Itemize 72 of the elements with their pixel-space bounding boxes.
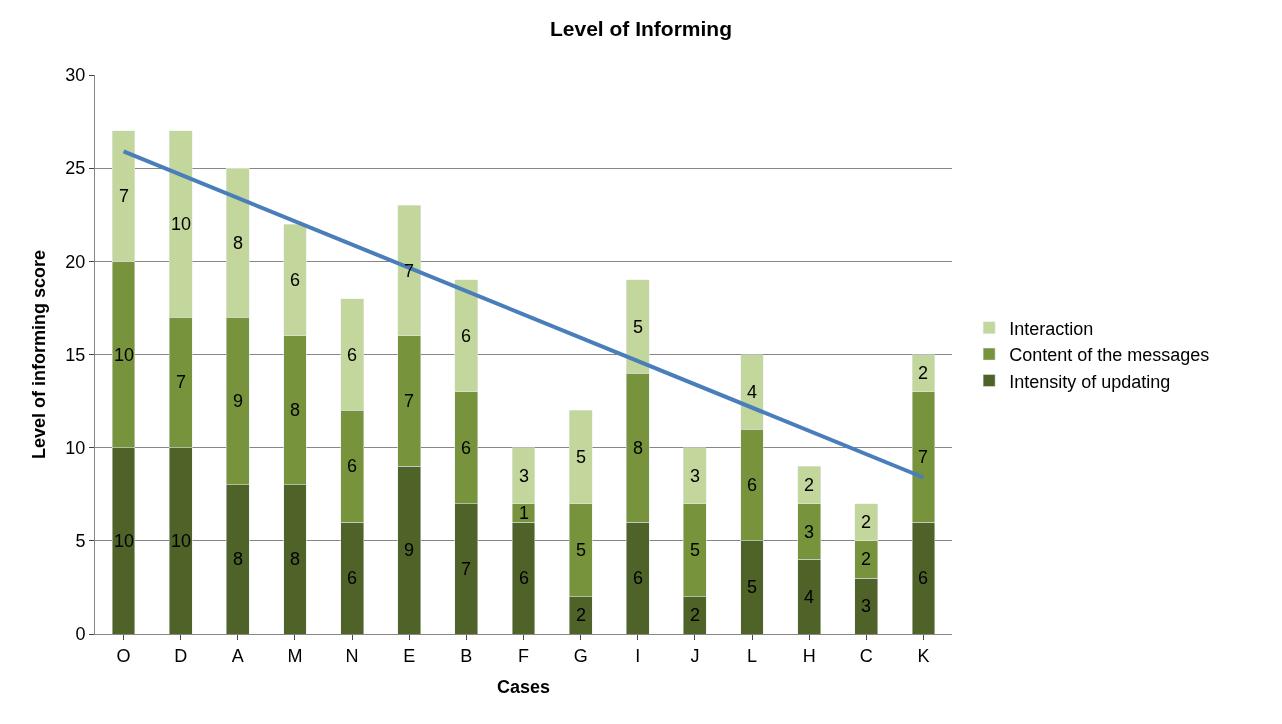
data-label: 9 [233, 391, 244, 411]
data-label: 7 [176, 372, 187, 392]
data-label: 2 [576, 605, 587, 625]
data-label: 5 [576, 540, 587, 560]
legend-label: Interaction [1009, 318, 1094, 339]
x-tick-label: M [287, 645, 303, 666]
data-label: 6 [347, 568, 358, 588]
data-label: 7 [404, 391, 415, 411]
data-label: 3 [804, 522, 815, 542]
data-label: 8 [633, 438, 644, 458]
data-label: 6 [290, 270, 301, 290]
data-label: 3 [861, 596, 872, 616]
y-tick-label: 30 [65, 65, 86, 86]
x-tick-label: H [802, 645, 816, 666]
y-axis-title: Level of informing score [28, 249, 49, 460]
legend-label: Intensity of updating [1009, 371, 1171, 392]
chart-title: Level of Informing [549, 17, 733, 41]
data-label: 6 [347, 345, 358, 365]
data-label: 2 [690, 605, 701, 625]
data-label: 5 [633, 317, 644, 337]
data-label: 10 [114, 345, 135, 365]
x-axis-title: Cases [496, 676, 551, 697]
data-label: 3 [690, 466, 701, 486]
data-label: 6 [918, 568, 929, 588]
data-label: 6 [461, 438, 472, 458]
x-tick-label: F [518, 645, 529, 666]
data-label: 8 [290, 400, 301, 420]
x-tick-label: D [174, 645, 188, 666]
x-tick-label: A [231, 645, 244, 666]
x-tick-label: O [116, 645, 131, 666]
data-label: 10 [171, 531, 192, 551]
data-label: 2 [861, 512, 872, 532]
x-tick-label: I [635, 645, 641, 666]
data-label: 2 [861, 549, 872, 569]
data-label: 7 [119, 186, 130, 206]
y-tick-label: 10 [65, 437, 86, 458]
data-label: 6 [347, 456, 358, 476]
y-tick-label: 25 [65, 158, 86, 179]
x-tick-label: G [573, 645, 588, 666]
x-tick-label: C [859, 645, 873, 666]
data-label: 7 [461, 559, 472, 579]
x-tick-label: E [403, 645, 416, 666]
data-label: 5 [747, 577, 758, 597]
x-tick-label: B [460, 645, 473, 666]
data-label: 3 [519, 466, 530, 486]
data-label: 4 [747, 382, 758, 402]
y-tick-label: 15 [65, 344, 86, 365]
data-label: 6 [519, 568, 530, 588]
data-label: 4 [804, 587, 815, 607]
data-label: 7 [918, 447, 929, 467]
y-tick-label: 20 [65, 251, 86, 272]
data-label: 8 [290, 549, 301, 569]
data-label: 9 [404, 540, 415, 560]
data-label: 10 [114, 531, 135, 551]
x-tick-label: L [747, 645, 758, 666]
data-label: 2 [804, 475, 815, 495]
data-label: 5 [690, 540, 701, 560]
data-label: 8 [233, 233, 244, 253]
data-label: 6 [461, 326, 472, 346]
x-tick-label: N [345, 645, 359, 666]
x-tick-label: K [917, 645, 930, 666]
data-label: 5 [576, 447, 587, 467]
y-tick-label: 5 [75, 531, 86, 552]
x-tick-label: J [690, 645, 700, 666]
data-label: 10 [171, 214, 192, 234]
data-label: 8 [233, 549, 244, 569]
legend-label: Content of the messages [1009, 345, 1210, 366]
data-label: 6 [633, 568, 644, 588]
data-label: 6 [747, 475, 758, 495]
data-label: 2 [918, 363, 929, 383]
data-label: 1 [519, 503, 530, 523]
y-tick-label: 0 [75, 624, 86, 645]
